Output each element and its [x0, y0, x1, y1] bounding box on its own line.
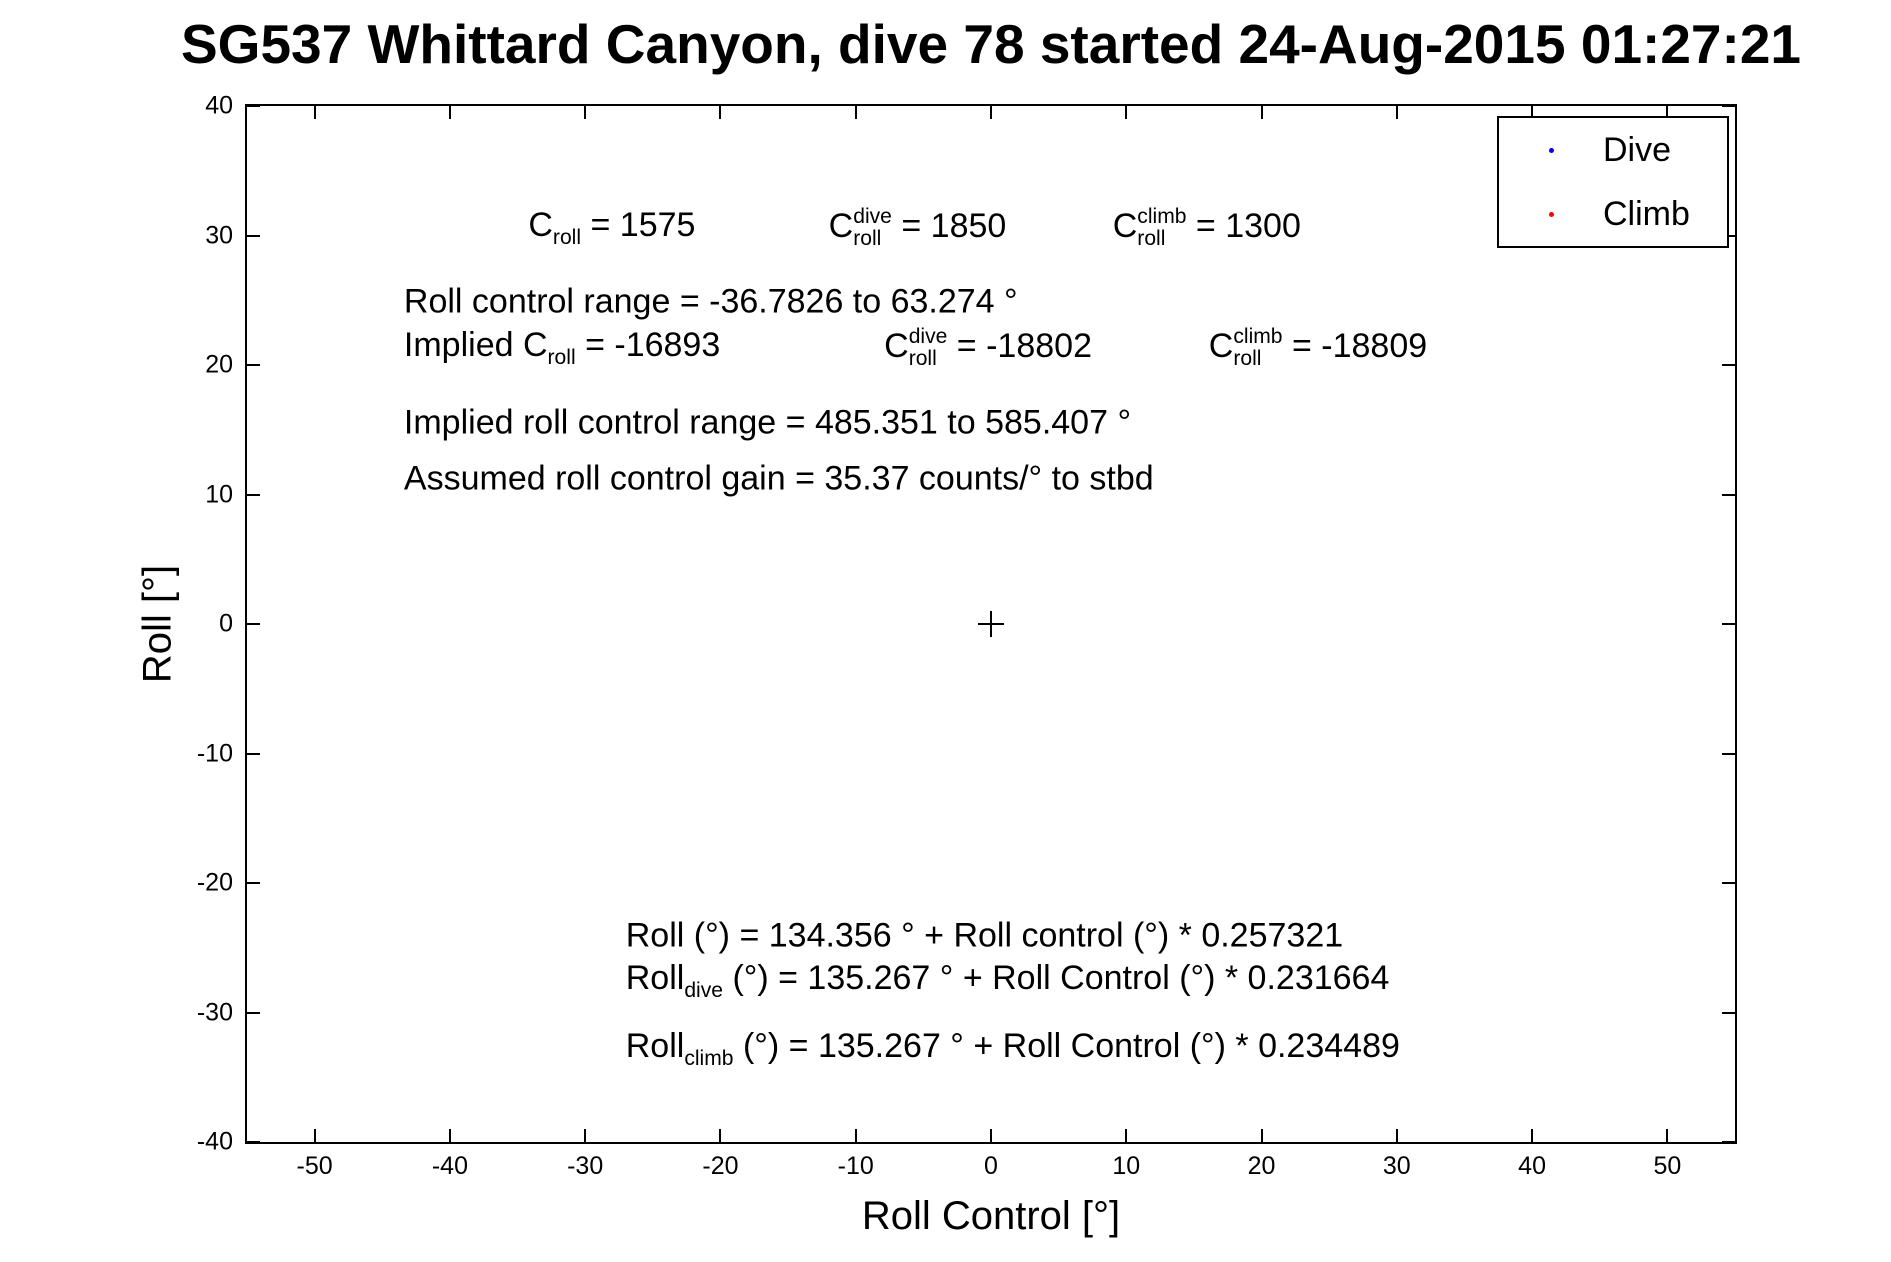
legend-marker-cell	[1499, 211, 1603, 217]
legend-label-dive: Dive	[1603, 130, 1672, 169]
x-tick-mark	[1666, 1129, 1669, 1142]
y-tick-mark	[1722, 752, 1735, 755]
x-tick-label: 40	[1518, 1152, 1546, 1180]
x-tick-mark	[990, 106, 992, 119]
x-tick-mark	[1531, 106, 1534, 119]
x-tick-mark	[1125, 1129, 1128, 1142]
legend-marker-dive-dot	[1548, 147, 1554, 153]
y-tick-label: 30	[205, 221, 233, 249]
annotation-text: Croll = 1575	[528, 205, 696, 249]
x-tick-label: -20	[702, 1152, 739, 1180]
x-axis-label: Roll Control [°]	[861, 1194, 1121, 1238]
y-tick-mark	[247, 105, 260, 107]
x-tick-label: 0	[984, 1152, 998, 1180]
y-tick-mark	[247, 493, 260, 496]
x-tick-mark	[1531, 1129, 1534, 1142]
y-tick-label: 40	[205, 91, 233, 120]
x-tick-mark	[990, 1129, 992, 1142]
x-tick-label: 10	[1112, 1152, 1141, 1180]
x-tick-mark	[448, 106, 451, 119]
x-tick-mark	[854, 106, 857, 119]
annotation-text: Roll (°) = 134.356 ° + Roll control (°) …	[625, 916, 1344, 955]
x-tick-mark	[584, 106, 587, 119]
x-tick-mark	[1395, 1129, 1398, 1142]
y-tick-mark	[247, 623, 260, 625]
x-tick-label: -30	[567, 1152, 604, 1180]
legend-item: Dive	[1499, 131, 1727, 170]
x-tick-mark	[719, 106, 722, 119]
x-tick-mark	[313, 106, 316, 119]
y-tick-label: 20	[205, 350, 233, 379]
annotation-text: Implied Croll = -16893	[403, 325, 721, 370]
annotation-text: Rollclimb (°) = 135.267 ° + Roll Control…	[625, 1026, 1400, 1070]
y-tick-mark	[1722, 623, 1735, 625]
annotation-text: Implied roll control range = 485.351 to …	[403, 403, 1132, 442]
y-tick-mark	[1722, 493, 1735, 496]
x-tick-mark	[1260, 1129, 1263, 1142]
y-tick-mark	[1722, 1141, 1735, 1143]
annotation-text: Rolldive (°) = 135.267 ° + Roll Control …	[625, 959, 1390, 1003]
x-tick-label: -10	[837, 1152, 874, 1180]
y-tick-mark	[247, 882, 260, 884]
x-tick-mark	[1260, 106, 1263, 119]
x-tick-mark	[719, 1129, 722, 1142]
legend-marker-cell	[1499, 147, 1603, 153]
x-tick-label: 50	[1653, 1152, 1682, 1180]
y-tick-mark	[1722, 364, 1735, 366]
x-tick-mark	[1666, 106, 1669, 119]
legend-marker-climb-dot	[1548, 211, 1554, 217]
y-tick-label: -30	[196, 998, 233, 1026]
chart-title: SG537 Whittard Canyon, dive 78 started 2…	[180, 13, 1802, 75]
y-tick-label: 10	[205, 480, 233, 508]
legend-item: Climb	[1499, 195, 1727, 234]
x-tick-mark	[313, 1129, 316, 1142]
y-tick-label: 0	[219, 609, 233, 638]
x-tick-mark	[1395, 106, 1398, 119]
y-tick-mark	[247, 1011, 260, 1014]
annotation-text: Assumed roll control gain = 35.37 counts…	[403, 459, 1154, 498]
y-tick-label: -20	[196, 868, 233, 897]
x-tick-label: 30	[1382, 1152, 1411, 1180]
y-tick-mark	[247, 364, 260, 366]
x-tick-label: 20	[1247, 1152, 1276, 1180]
y-tick-mark	[247, 1141, 260, 1143]
plot-area: -50 -40 -30 -20 -10 0 10 20 30 40 50 -40 -30 -20 -10 0 1…	[197, 92, 1737, 1180]
x-tick-label: -50	[296, 1152, 333, 1180]
x-tick-mark	[448, 1129, 451, 1142]
x-tick-mark	[1125, 106, 1128, 119]
x-tick-mark	[584, 1129, 587, 1142]
legend: Dive Climb	[1497, 116, 1729, 248]
x-tick-mark	[854, 1129, 857, 1142]
y-tick-mark	[1722, 105, 1735, 107]
y-axis-label: Roll [°]	[135, 564, 180, 684]
annotation-text: Roll control range = -36.7826 to 63.274 …	[403, 282, 1018, 321]
y-tick-mark	[1722, 1011, 1735, 1014]
y-tick-mark	[247, 752, 260, 755]
origin-plus-v	[990, 611, 992, 637]
y-tick-mark	[1722, 882, 1735, 884]
y-tick-label: -40	[196, 1127, 233, 1156]
x-tick-label: -40	[431, 1152, 468, 1180]
y-tick-mark	[247, 234, 260, 237]
legend-label-climb: Climb	[1603, 194, 1690, 233]
y-tick-label: -10	[196, 739, 233, 767]
